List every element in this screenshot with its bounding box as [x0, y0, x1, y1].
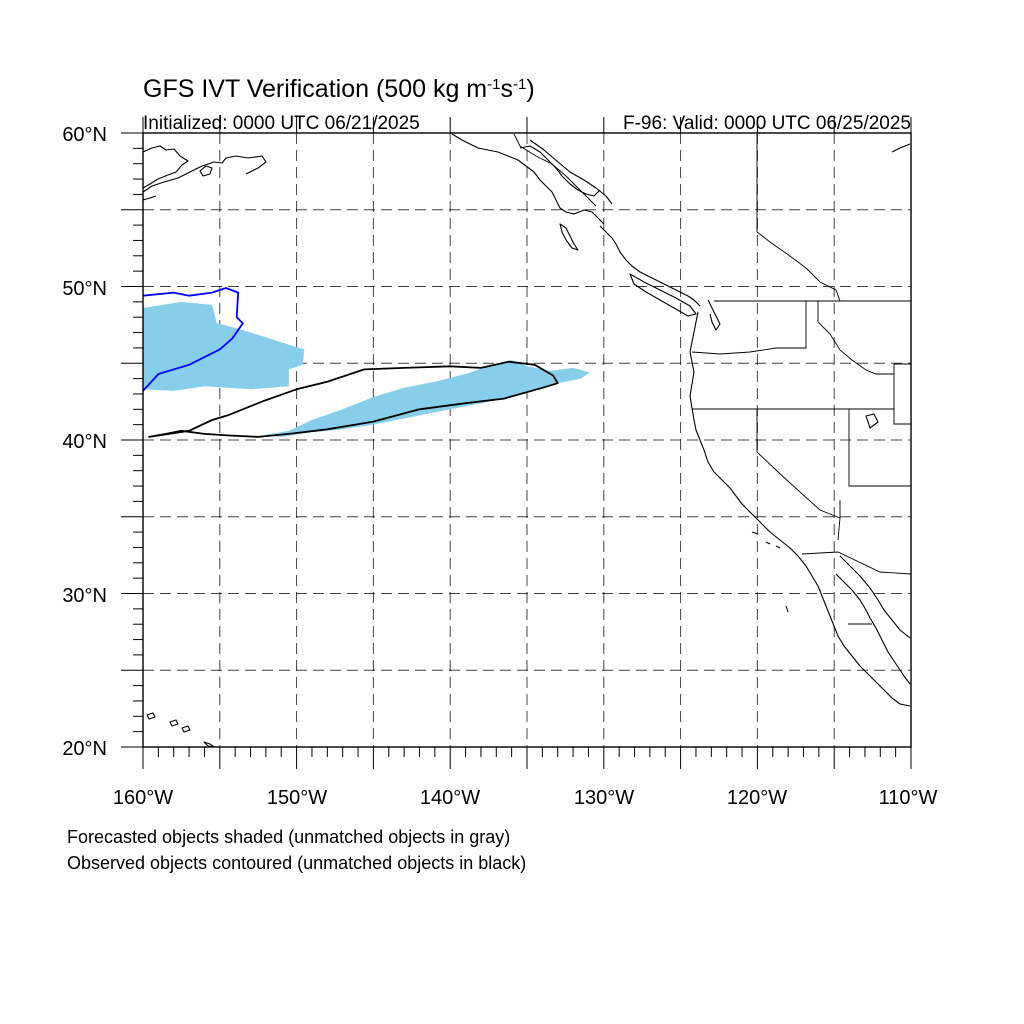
coastline-alaska-peninsula	[142, 145, 189, 189]
observed-object-obs-blue	[142, 287, 244, 392]
lon-label-120w: 120°W	[727, 787, 787, 809]
coastline-hawaii-kauai	[146, 712, 156, 720]
border-us-mexico	[801, 551, 912, 575]
coastline-kodiak	[199, 165, 213, 177]
forecast-object-fc-east	[262, 360, 590, 437]
lon-label-130w: 130°W	[574, 787, 634, 809]
axis-ticks	[121, 117, 912, 769]
map-panel	[121, 117, 912, 769]
coastline-hawaii-big	[203, 741, 215, 748]
lon-labels: 160°W 150°W 140°W 130°W 120°W 110°W	[113, 787, 938, 809]
lon-label-140w: 140°W	[420, 787, 480, 809]
border-wa-or	[691, 301, 807, 355]
coastline-vancouver-island	[629, 273, 697, 317]
title-main: GFS IVT Verification (500 kg m	[143, 75, 487, 103]
lon-label-110w: 110°W	[879, 787, 938, 809]
border-alaska-canada	[513, 133, 597, 207]
lon-label-150w: 150°W	[267, 787, 327, 809]
title-end: )	[526, 75, 534, 103]
lat-label-40: 40°N	[62, 431, 107, 453]
chart-title: GFS IVT Verification (500 kg m-1s-1)	[143, 75, 535, 103]
lat-label-20: 20°N	[62, 738, 107, 760]
title-sup-1: -1	[487, 76, 500, 93]
observed-note: Observed objects contoured (unmatched ob…	[67, 853, 526, 873]
init-time-label: Initialized: 0000 UTC 06/21/2025	[143, 113, 420, 134]
title-mid: s	[500, 75, 513, 103]
coastline-prince-william	[142, 195, 157, 201]
observed-objects-layer	[142, 287, 559, 438]
graticule	[143, 133, 911, 747]
coastline-guadalupe	[785, 605, 789, 613]
coastline-panhandle-islands	[519, 145, 601, 197]
coastline-bc-coast	[599, 225, 701, 307]
lat-labels: 60°N 50°N 40°N 30°N 20°N	[62, 124, 107, 760]
coastline-us-west	[689, 311, 835, 627]
valid-time-label: F-96: Valid: 0000 UTC 06/25/2025	[623, 113, 911, 134]
coastline-baja-west	[833, 625, 911, 707]
coastline-haida-gwaii	[559, 223, 579, 251]
border-nv-ut	[848, 409, 911, 487]
lat-label-30: 30°N	[62, 585, 107, 607]
coastline-great-salt-lake	[865, 413, 879, 429]
lat-label-50: 50°N	[62, 278, 107, 300]
coastline-alaska-south	[142, 155, 267, 193]
coastline-hawaii-oahu-maui	[169, 719, 191, 733]
coastline-puget-sound	[707, 299, 721, 331]
coastline-mainland-mexico	[839, 555, 911, 639]
lon-label-160w: 160°W	[113, 787, 173, 809]
border-id-mt	[817, 301, 894, 375]
border-az	[837, 500, 841, 541]
coastline-hudson-top	[891, 143, 911, 153]
political-borders	[691, 134, 912, 625]
border-wy	[893, 363, 911, 425]
border-ca-nv	[756, 409, 841, 519]
coastline-gulf-california	[835, 573, 911, 685]
coastline-gulf-alaska-north	[451, 133, 605, 225]
coastlines	[142, 133, 911, 748]
border-bc-alberta	[756, 134, 841, 302]
lat-label-60: 60°N	[62, 124, 107, 146]
coastline-channel-islands	[751, 531, 781, 549]
coastline-panhandle-inner	[529, 139, 613, 205]
title-sup-2: -1	[513, 76, 526, 93]
map-frame	[142, 132, 912, 748]
observed-object-obs-black	[148, 360, 559, 438]
forecast-note: Forecasted objects shaded (unmatched obj…	[67, 827, 510, 847]
